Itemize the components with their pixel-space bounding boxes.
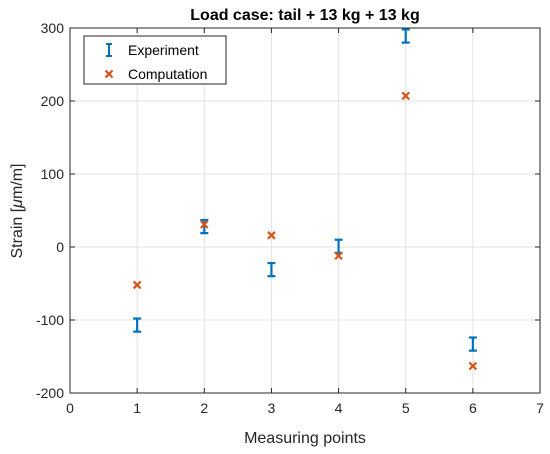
- legend: Experiment Computation: [83, 35, 227, 85]
- y-axis-label-prefix: Strain [: [9, 207, 26, 258]
- x-axis-label: Measuring points: [244, 430, 366, 447]
- x-marker-stroke: [132, 280, 142, 290]
- y-axis-label: Strain [μm/m]: [9, 164, 26, 259]
- computation-point: [132, 280, 142, 290]
- computation-point: [200, 220, 209, 229]
- x-marker-stroke: [401, 91, 410, 101]
- legend-computation-label: Computation: [128, 66, 207, 82]
- y-tick-label: 100: [41, 166, 65, 182]
- computation-point: [267, 231, 276, 240]
- x-tick-label: 6: [469, 400, 477, 416]
- x-marker-stroke: [334, 251, 343, 261]
- x-tick-label: 2: [200, 400, 208, 416]
- x-tick-label: 1: [133, 400, 141, 416]
- data-marks: [132, 28, 478, 371]
- legend-experiment-marker: [106, 43, 112, 57]
- chart-title: Load case: tail + 13 kg + 13 kg: [190, 7, 419, 24]
- x-marker-stroke: [200, 220, 209, 229]
- x-marker-stroke: [468, 361, 478, 371]
- computation-point: [401, 91, 410, 101]
- y-axis-label-mu: μ: [9, 199, 26, 209]
- experiment-errorbar: [468, 336, 477, 352]
- x-ticks: 0 1 2 3 4 5 6 7: [66, 28, 544, 416]
- y-axis-label-suffix: m/m]: [9, 164, 26, 200]
- y-tick-label: 200: [41, 93, 65, 109]
- experiment-errorbar: [267, 261, 276, 278]
- y-tick-label: -200: [36, 385, 64, 401]
- x-tick-label: 4: [335, 400, 343, 416]
- plot-area: [70, 28, 540, 393]
- experiment-errorbar: [200, 218, 209, 235]
- experiment-errorbar: [133, 317, 142, 333]
- legend-experiment-label: Experiment: [128, 42, 199, 58]
- y-tick-label: 0: [56, 239, 64, 255]
- x-tick-label: 3: [268, 400, 276, 416]
- y-tick-label: 300: [41, 20, 65, 36]
- x-tick-label: 7: [536, 400, 544, 416]
- y-tick-label: -100: [36, 312, 64, 328]
- legend-computation-marker: [104, 69, 114, 79]
- computation-point: [334, 251, 343, 261]
- x-tick-label: 0: [66, 400, 74, 416]
- computation-point: [468, 361, 478, 371]
- experiment-errorbar: [401, 28, 410, 44]
- series-computation: [132, 91, 478, 371]
- axes-box: [69, 27, 541, 394]
- x-tick-label: 5: [402, 400, 410, 416]
- y-ticks: -200 -100 0 100 200 300: [36, 20, 540, 401]
- x-marker-stroke: [267, 231, 276, 240]
